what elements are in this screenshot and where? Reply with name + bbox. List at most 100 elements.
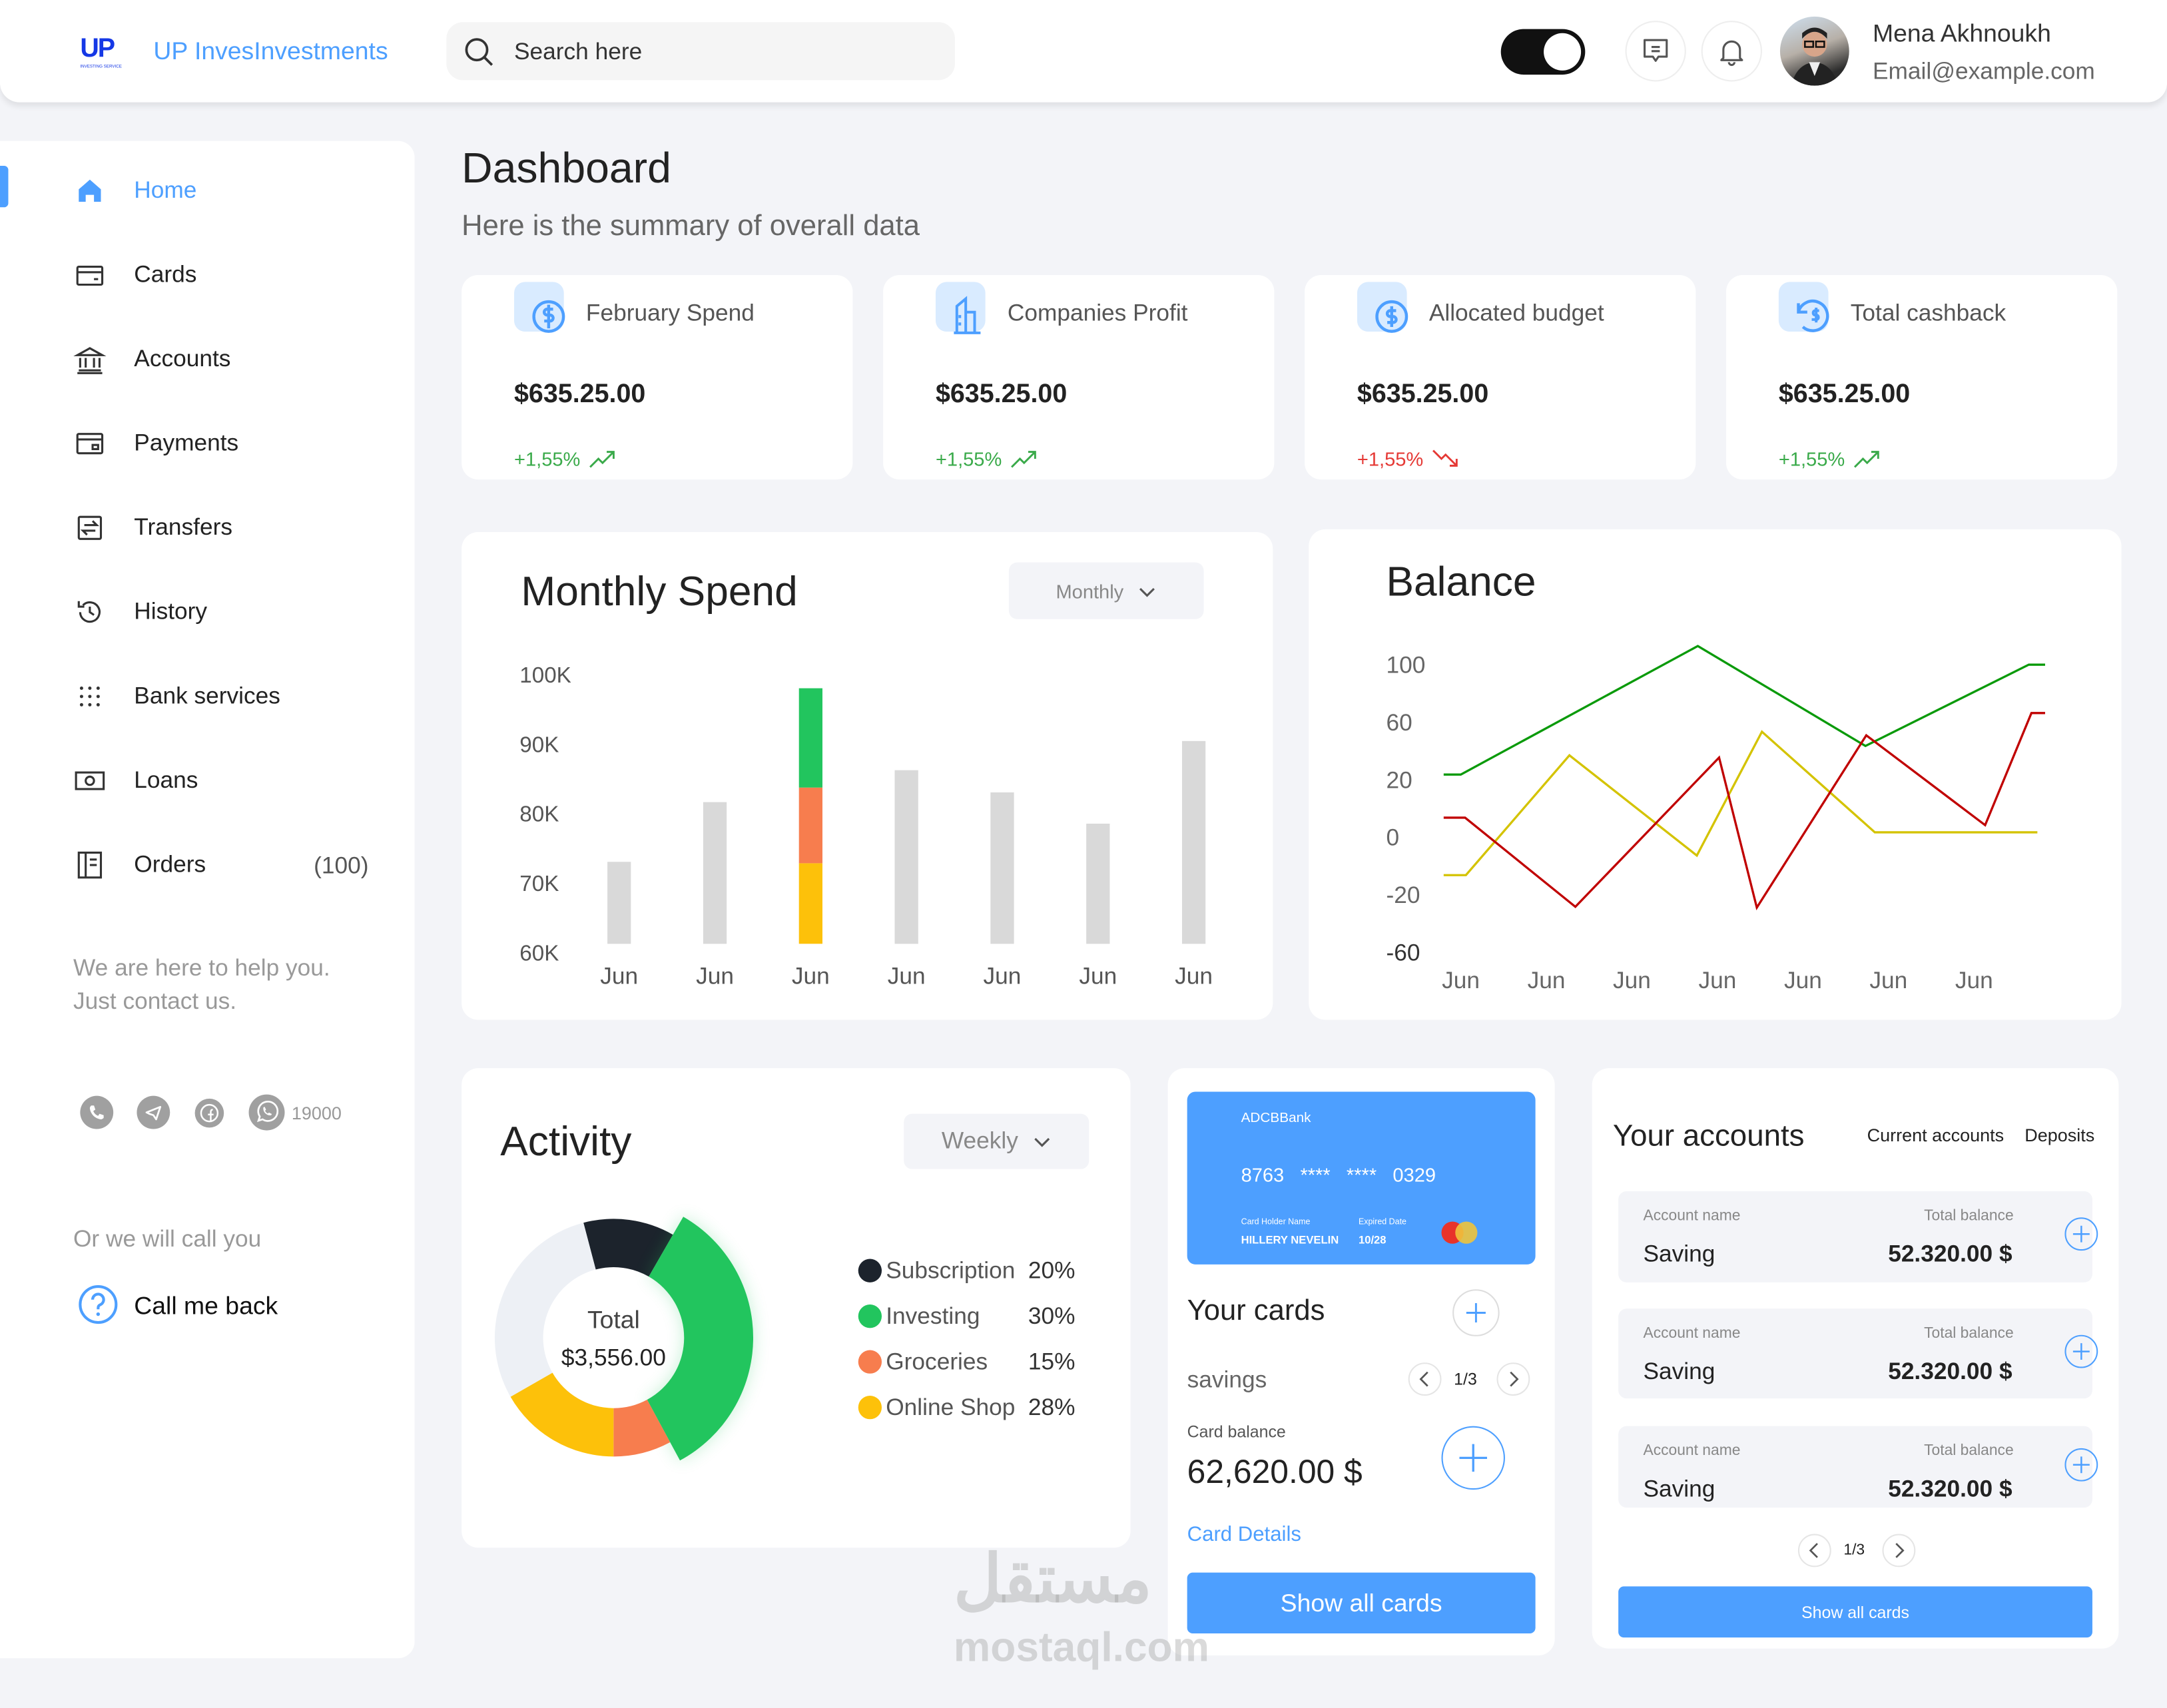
sidebar-item-home[interactable]: Home: [69, 167, 387, 214]
stat-card-allocated-budget[interactable]: Allocated budget $635.25.00 +1,55%: [1305, 274, 1696, 480]
stat-card-companies-profit[interactable]: Companies Profit $635.25.00 +1,55%: [883, 274, 1275, 480]
stat-card-february-spend[interactable]: February Spend $635.25.00 +1,55%: [462, 274, 853, 480]
whatsapp-button[interactable]: [248, 1094, 285, 1131]
series-line-green[interactable]: [1443, 645, 2045, 776]
show-all-accounts-button[interactable]: Show all cards: [1618, 1586, 2092, 1638]
legend-percent: 15%: [1028, 1348, 1076, 1375]
bar[interactable]: [1181, 740, 1206, 944]
stat-change-value: +1,55%: [513, 447, 581, 470]
series-line-yellow[interactable]: [1443, 730, 2038, 876]
legend-label: Groceries: [886, 1348, 988, 1375]
stat-value: $635.25.00: [1357, 380, 1489, 410]
chevron-left-icon: [1419, 1371, 1428, 1387]
donut-segment-investing[interactable]: [647, 1217, 754, 1461]
sidebar-item-loans[interactable]: Loans: [69, 757, 387, 804]
transfer-icon: [69, 511, 111, 545]
hotline-number[interactable]: 19000: [291, 1103, 342, 1124]
active-indicator: [0, 166, 9, 208]
x-tick-label: Jun: [1869, 968, 1907, 994]
x-tick-label: Jun: [1613, 968, 1651, 994]
donut-segment-online shop[interactable]: [510, 1372, 614, 1457]
card-number-group: 0329: [1393, 1163, 1436, 1186]
series-line-red[interactable]: [1443, 712, 2045, 911]
donut-segment-other[interactable]: [494, 1223, 596, 1397]
next-account-button[interactable]: [1882, 1534, 1916, 1567]
stat-title: February Spend: [585, 300, 755, 326]
donut-segment-subscription[interactable]: [583, 1219, 673, 1277]
card-details-link[interactable]: Card Details: [1187, 1522, 1301, 1547]
sidebar-item-label: History: [134, 598, 208, 625]
x-tick-label: Jun: [1698, 968, 1736, 994]
chevron-right-icon: [1895, 1543, 1905, 1558]
bar-segment-online-shop[interactable]: [798, 863, 822, 944]
telegram-button[interactable]: [137, 1095, 170, 1129]
bar[interactable]: [607, 862, 631, 944]
sidebar-item-history[interactable]: History: [69, 589, 387, 636]
stat-title: Allocated budget: [1428, 300, 1604, 326]
show-all-cards-button[interactable]: Show all cards: [1187, 1572, 1536, 1633]
sidebar-item-payments[interactable]: Payments: [69, 420, 387, 467]
add-to-account-button[interactable]: [2064, 1447, 2098, 1481]
stat-change: +1,55%: [1779, 449, 1881, 471]
stat-title: Total cashback: [1850, 300, 2007, 326]
bar-segment-investing[interactable]: [798, 688, 822, 788]
period-dropdown[interactable]: Monthly: [1008, 562, 1204, 619]
y-tick-label: 60K: [519, 941, 559, 966]
tab-deposits[interactable]: Deposits: [2024, 1125, 2095, 1146]
sidebar-item-accounts[interactable]: Accounts: [69, 336, 387, 383]
theme-toggle[interactable]: [1500, 29, 1586, 75]
account-row[interactable]: Account name Saving Total balance 52.320.00…: [1618, 1426, 2098, 1508]
bar-segment-groceries[interactable]: [798, 787, 822, 864]
account-name-label: Account name: [1643, 1442, 1741, 1460]
y-tick-label: 90K: [519, 732, 559, 757]
next-card-button[interactable]: [1496, 1362, 1530, 1396]
donut-center-value: $3,556.00: [561, 1344, 666, 1371]
account-row[interactable]: Account name Saving Total balance 52.320.00…: [1618, 1191, 2098, 1282]
home-icon: [69, 174, 111, 207]
user-avatar[interactable]: [1779, 16, 1849, 86]
tab-current-accounts[interactable]: Current accounts: [1867, 1125, 2005, 1146]
stat-value: $635.25.00: [935, 380, 1068, 410]
facebook-button[interactable]: [194, 1098, 224, 1128]
add-to-account-button[interactable]: [2064, 1334, 2098, 1368]
logo-mark: UP: [80, 34, 115, 64]
messages-button[interactable]: [1625, 21, 1686, 82]
call-me-back-button[interactable]: Call me back: [77, 1282, 354, 1326]
stat-card-total-cashback[interactable]: Total cashback $635.25.00 +1,55%: [1725, 274, 2118, 480]
add-to-account-button[interactable]: [2064, 1217, 2098, 1251]
sidebar-item-bank-services[interactable]: Bank services: [69, 673, 387, 720]
bank-card[interactable]: ADCBBank 8763 **** **** 0329 Card Holder…: [1187, 1091, 1536, 1265]
card-number-group: ****: [1346, 1163, 1377, 1186]
sidebar-item-label: Home: [134, 176, 197, 204]
stat-change: +1,55%: [936, 449, 1038, 471]
stat-value: $635.25.00: [513, 380, 646, 410]
add-card-button[interactable]: [1452, 1289, 1500, 1336]
total-balance-label: Total balance: [1924, 1325, 2014, 1342]
sidebar-item-orders[interactable]: Orders (100): [69, 842, 387, 889]
cashback-icon: [1793, 294, 1834, 343]
prev-card-button[interactable]: [1408, 1362, 1442, 1396]
bar[interactable]: [703, 802, 727, 944]
account-row[interactable]: Account name Saving Total balance 52.320.00…: [1618, 1308, 2098, 1399]
bar[interactable]: [990, 792, 1014, 944]
account-pager: 1/3: [1843, 1542, 1865, 1559]
bar[interactable]: [894, 770, 918, 944]
phone-button[interactable]: [80, 1095, 114, 1129]
sidebar-item-transfers[interactable]: Transfers: [69, 504, 387, 551]
bar[interactable]: [1086, 823, 1110, 944]
watermark-latin: mostaql.com: [953, 1625, 1209, 1671]
search-input[interactable]: Search here: [446, 22, 956, 81]
activity-period-dropdown[interactable]: Weekly: [904, 1113, 1089, 1169]
legend-label: Online Shop: [886, 1394, 1016, 1421]
donut-center-label: Total: [587, 1306, 640, 1334]
brand-name[interactable]: UP InvesInvestments: [153, 37, 388, 65]
chevron-down-icon: [1034, 1137, 1050, 1147]
sidebar-item-cards[interactable]: Cards: [69, 252, 387, 299]
top-up-card-button[interactable]: [1441, 1426, 1505, 1490]
avatar-photo-icon: [1791, 27, 1839, 86]
prev-account-button[interactable]: [1797, 1534, 1831, 1567]
notifications-button[interactable]: [1701, 21, 1762, 82]
donut-segment-groceries[interactable]: [613, 1399, 671, 1457]
